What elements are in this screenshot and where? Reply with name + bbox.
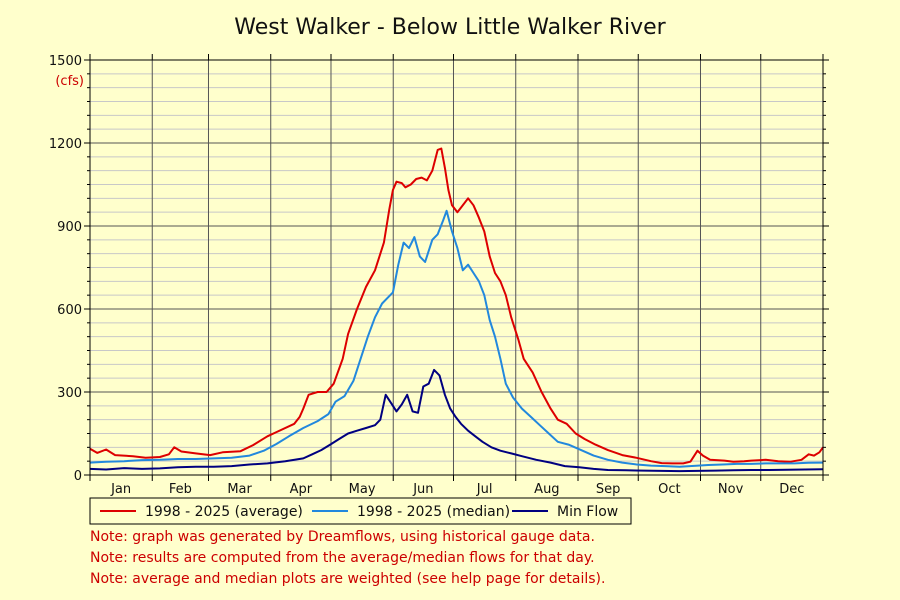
x-tick-label: May (349, 482, 376, 497)
legend-label-average: 1998 - 2025 (average) (145, 504, 303, 520)
x-tick-label: Mar (227, 482, 252, 497)
series-median-line (89, 209, 824, 468)
legend-label-median: 1998 - 2025 (median) (357, 504, 510, 520)
x-tick-label: Nov (718, 482, 744, 497)
y-tick-label: 600 (57, 303, 82, 318)
legend: 1998 - 2025 (average) 1998 - 2025 (media… (89, 497, 632, 525)
chart-title: West Walker - Below Little Walker River (234, 15, 666, 40)
x-tick-label: Apr (290, 482, 313, 497)
grid-lines (90, 60, 823, 475)
x-tick-label: Feb (169, 482, 192, 497)
x-axis-labels: Jan Feb Mar Apr May Jun Jul Aug Sep Oct Nov Dec (110, 482, 804, 497)
y-tick-label: 0 (74, 469, 82, 484)
y-tick-label: 900 (57, 220, 82, 235)
y-tick-label: 300 (57, 386, 82, 401)
x-tick-label: Dec (779, 482, 804, 497)
x-tick-label: Jul (476, 482, 493, 497)
series-average-line (89, 147, 824, 465)
note-3: Note: average and median plots are weigh… (90, 571, 605, 587)
y-tick-label: 1200 (49, 137, 82, 152)
series-lines (89, 147, 824, 473)
unit-label: (cfs) (55, 74, 84, 89)
note-2: Note: results are computed from the aver… (90, 550, 595, 566)
y-tick-label: 1500 (49, 54, 82, 69)
x-tick-label: Jun (412, 482, 433, 497)
note-1: Note: graph was generated by Dreamflows,… (90, 529, 595, 545)
series-min-flow-line (89, 368, 824, 473)
plot-frame (89, 59, 824, 476)
legend-label-min: Min Flow (557, 504, 618, 520)
x-tick-label: Aug (534, 482, 559, 497)
x-tick-label: Jan (110, 482, 131, 497)
x-tick-label: Oct (658, 482, 680, 497)
y-axis-labels: 0 300 600 900 1200 1500 (49, 54, 82, 484)
x-tick-label: Sep (596, 482, 621, 497)
